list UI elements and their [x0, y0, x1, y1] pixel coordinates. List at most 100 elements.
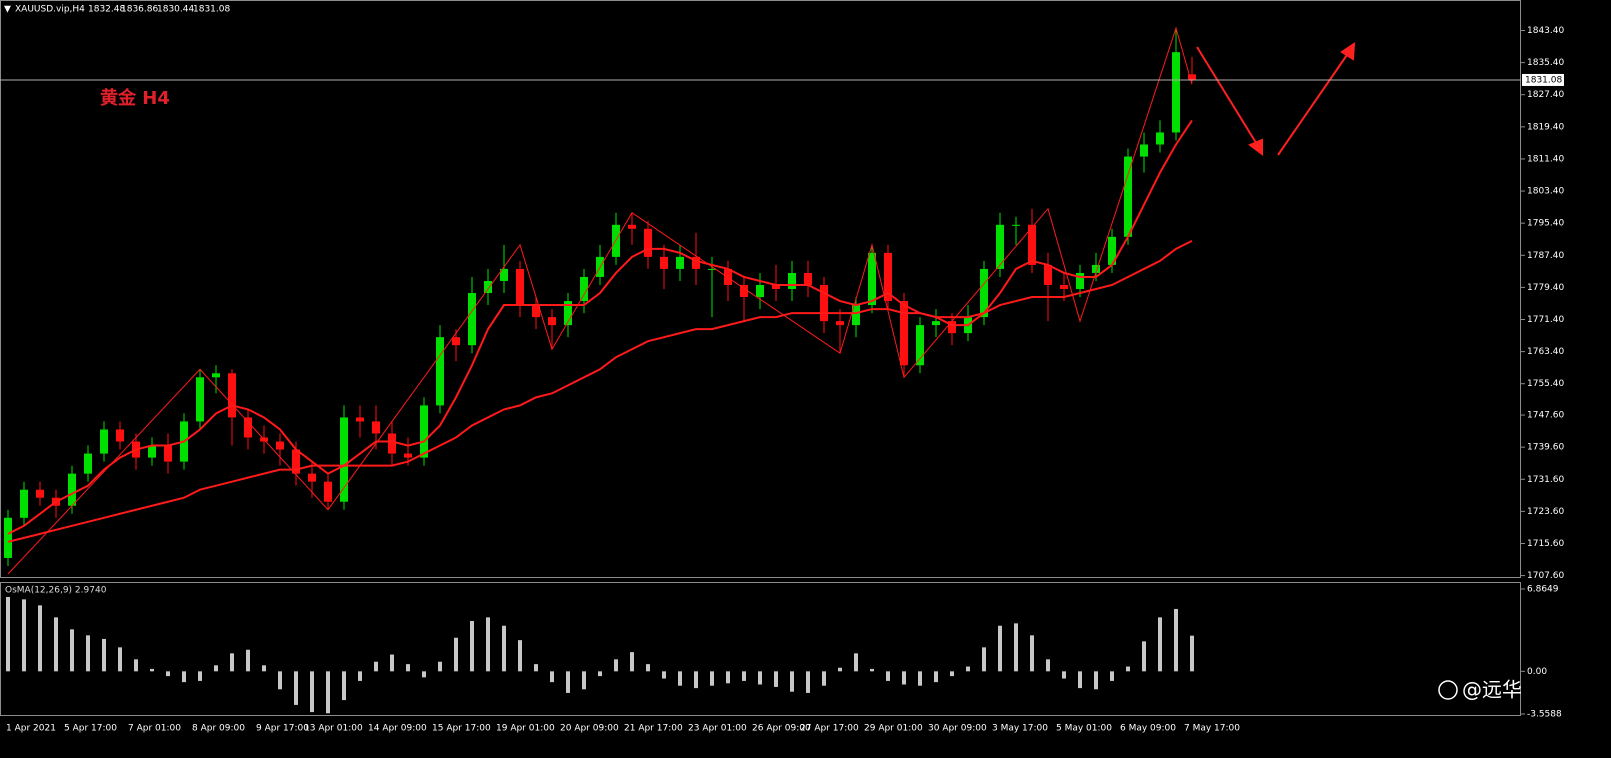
- oscillator-title: OsMA(12,26,9) 2.9740: [5, 586, 107, 596]
- histogram-bar: [630, 652, 634, 672]
- zigzag-line: [7, 26, 1193, 575]
- watermark-text: @远华: [1462, 678, 1522, 702]
- histogram-bar: [566, 671, 570, 693]
- y-tick-label: 1739.60: [1527, 443, 1564, 453]
- histogram-bar: [518, 640, 522, 672]
- current-price-box: [1522, 73, 1564, 86]
- histogram-bar: [950, 671, 954, 677]
- candle-body: [916, 325, 924, 366]
- x-tick-label: 15 Apr 17:00: [432, 724, 491, 734]
- histogram-bar: [438, 661, 442, 672]
- histogram-bar: [598, 671, 602, 677]
- histogram-bar: [342, 671, 346, 701]
- x-tick-label: 3 May 17:00: [992, 724, 1048, 734]
- histogram-bar: [1078, 671, 1082, 689]
- candle-body: [1060, 284, 1068, 289]
- histogram-bar: [1126, 666, 1130, 672]
- y-tick-label: 1771.40: [1527, 315, 1564, 325]
- candle-body: [452, 337, 460, 346]
- y-tick-label: -3.5588: [1527, 710, 1562, 720]
- arrow-up-line: [1277, 51, 1350, 156]
- histogram-bar: [86, 635, 90, 672]
- x-tick-label: 7 May 17:00: [1184, 724, 1240, 734]
- watermark: @远华: [1438, 678, 1522, 702]
- arrow-down-line: [1196, 46, 1259, 147]
- histogram-bar: [742, 671, 746, 681]
- candle-body: [1156, 132, 1164, 145]
- histogram-bar: [1190, 635, 1194, 672]
- histogram-bar: [182, 671, 186, 683]
- candle-body: [724, 268, 732, 285]
- histogram-bar: [934, 671, 938, 683]
- y-tick-label: 1787.40: [1527, 251, 1564, 261]
- histogram-bar: [870, 668, 874, 672]
- histogram-bar: [326, 671, 330, 714]
- histogram-bar: [70, 629, 74, 672]
- histogram-bar: [1030, 635, 1034, 672]
- candle-body: [932, 321, 940, 326]
- histogram-bar: [102, 638, 106, 672]
- candle-body: [1028, 224, 1036, 265]
- x-tick-label: 14 Apr 09:00: [368, 724, 427, 734]
- histogram-bar: [230, 653, 234, 672]
- histogram-bar: [694, 671, 698, 689]
- histogram-bar: [262, 665, 266, 672]
- histogram-bar: [150, 668, 154, 672]
- y-tick-label: 1835.40: [1527, 58, 1564, 68]
- histogram-bar: [486, 617, 490, 672]
- histogram-bar: [278, 671, 282, 690]
- candle-body: [580, 276, 588, 302]
- candle-body: [644, 228, 652, 257]
- candle-body: [484, 280, 492, 294]
- candle-body: [68, 473, 76, 506]
- candle-body: [84, 453, 92, 474]
- candle-body: [804, 272, 812, 285]
- candle-body: [532, 305, 540, 318]
- candle-body: [244, 417, 252, 438]
- histogram-bar: [454, 637, 458, 672]
- candle-body: [868, 252, 876, 306]
- y-tick-label: 1715.60: [1527, 539, 1564, 549]
- y-tick-label: 1747.60: [1527, 411, 1564, 421]
- menu-marker: ▼: [4, 5, 11, 15]
- candle-body: [1124, 156, 1132, 237]
- candle-body: [1044, 264, 1052, 285]
- x-tick-label: 26 Apr 09:00: [752, 724, 811, 734]
- histogram-bar: [838, 667, 842, 672]
- arrow-up-head: [1340, 42, 1356, 61]
- y-tick-label: 1819.40: [1527, 122, 1564, 132]
- x-tick-label: 6 May 09:00: [1120, 724, 1176, 734]
- candle-body: [788, 272, 796, 289]
- candle-body: [660, 256, 668, 269]
- x-tick-label: 21 Apr 17:00: [624, 724, 683, 734]
- candle-body: [4, 517, 12, 558]
- y-tick-label: 0.00: [1527, 667, 1547, 677]
- candle-body: [900, 301, 908, 366]
- histogram-bar: [806, 671, 810, 693]
- candle-body: [228, 373, 236, 418]
- histogram-bar: [902, 671, 906, 685]
- moving-average-line: [7, 239, 1193, 543]
- histogram-bar: [422, 671, 426, 678]
- candle-body: [356, 417, 364, 422]
- histogram-bar: [214, 665, 218, 672]
- candle-body: [164, 445, 172, 462]
- symbol-title: XAUUSD.vip,H4: [15, 5, 85, 15]
- candle-body: [1188, 74, 1196, 80]
- candle-body: [756, 284, 764, 298]
- x-tick-label: 1 Apr 2021: [6, 724, 56, 734]
- candle-body: [100, 429, 108, 454]
- histogram-bar: [550, 671, 554, 683]
- high-value: 1836.86: [121, 5, 158, 15]
- histogram-bar: [246, 649, 250, 672]
- candle-body: [340, 417, 348, 502]
- x-tick-label: 5 Apr 17:00: [64, 724, 117, 734]
- histogram-bar: [6, 596, 10, 672]
- y-tick-label: 1795.40: [1527, 219, 1564, 229]
- y-tick-label: 1707.60: [1527, 571, 1564, 581]
- histogram-bar: [582, 671, 586, 690]
- x-tick-label: 29 Apr 01:00: [864, 724, 923, 734]
- candle-body: [388, 433, 396, 454]
